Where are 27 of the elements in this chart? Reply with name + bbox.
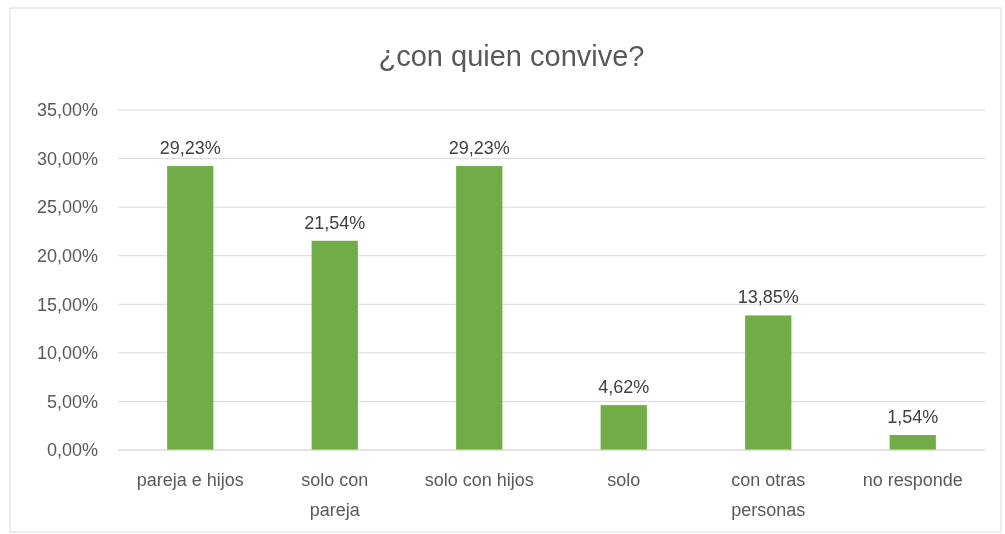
bar (311, 240, 358, 450)
y-tick-label: 10,00% (36, 343, 98, 364)
bar (889, 435, 936, 450)
y-tick-label: 25,00% (36, 197, 98, 218)
data-label: 21,54% (304, 212, 366, 233)
y-tick-label: 5,00% (46, 391, 98, 412)
y-tick-label: 15,00% (36, 294, 98, 315)
chart-title: ¿con quien convive? (378, 40, 645, 72)
y-tick-label: 20,00% (36, 246, 98, 267)
x-tick-label: con otras personas (731, 470, 806, 520)
data-label: 29,23% (448, 138, 510, 159)
data-label: 4,62% (598, 377, 650, 398)
x-tick-label: pareja e hijos (136, 470, 244, 490)
y-tick-label: 0,00% (46, 440, 98, 461)
data-label: 29,23% (159, 138, 221, 159)
x-tick-label: solo con pareja (301, 470, 369, 520)
y-tick-label: 35,00% (36, 100, 98, 121)
bar (600, 405, 647, 450)
x-tick-label: solo (607, 470, 641, 490)
x-tick-label: no responde (862, 470, 963, 490)
bar (456, 166, 503, 450)
data-label: 13,85% (737, 287, 799, 308)
data-label: 1,54% (887, 407, 939, 428)
bar (167, 166, 214, 450)
bar (745, 315, 792, 450)
y-tick-label: 30,00% (36, 148, 98, 169)
x-tick-label: solo con hijos (424, 470, 534, 490)
